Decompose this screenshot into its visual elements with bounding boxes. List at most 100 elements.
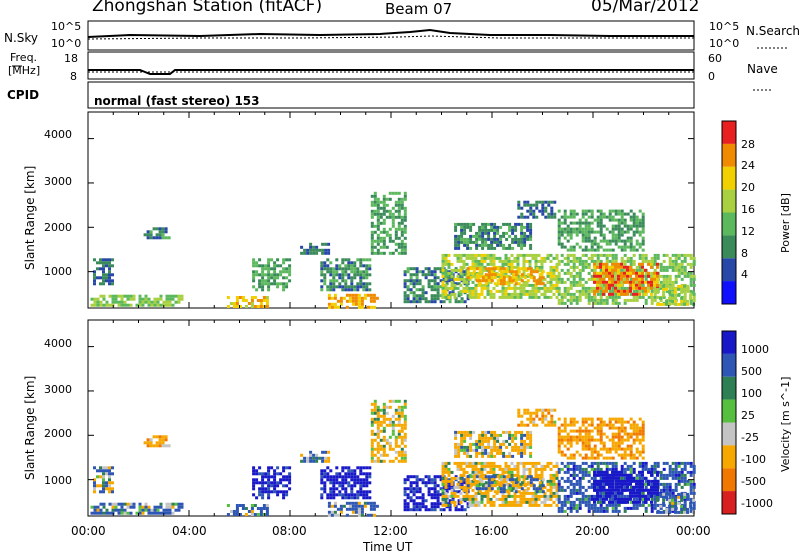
- velocity-cell-region-12: [481, 442, 485, 446]
- power-cell-region-14: [689, 271, 693, 275]
- power-cell-region-16: [629, 236, 633, 240]
- power-cell-region-17: [665, 299, 669, 303]
- power-cell-region-14: [659, 280, 663, 284]
- velocity-cell-region-12: [496, 436, 500, 440]
- power-cell-region-12: [484, 231, 488, 235]
- power-cell-region-8: [373, 245, 377, 249]
- velocity-cell-region-8: [370, 432, 374, 436]
- power-cell-region-10: [543, 256, 547, 260]
- power-cell-region-16: [578, 227, 582, 231]
- power-cell-region-4: [273, 264, 277, 268]
- power-cell-region-16: [581, 221, 585, 225]
- power-cell-region-0: [96, 300, 100, 304]
- power-cell-region-3: [247, 302, 251, 305]
- velocity-cell-region-4: [252, 493, 256, 497]
- power-cell-region-10: [546, 253, 550, 257]
- power-cell-region-14: [680, 259, 684, 263]
- power-cell-region-7: [338, 285, 342, 289]
- velocity-cell-region-11: [526, 487, 530, 491]
- power-cell-region-6: [336, 305, 340, 309]
- power-cell-region-8: [376, 206, 380, 210]
- velocity-cell-region-9: [448, 502, 452, 506]
- velocity-cell-region-15: [599, 485, 602, 489]
- velocity-cell-region-15: [647, 491, 650, 495]
- power-cell-region-14: [674, 280, 678, 284]
- velocity-cell-region-12: [505, 430, 509, 434]
- power-cell-region-10: [549, 277, 553, 281]
- power-cell-region-14: [626, 298, 630, 302]
- power-cell-region-11: [535, 279, 539, 283]
- power-cell-region-15: [644, 280, 647, 284]
- velocity-cell-region-11: [475, 481, 479, 485]
- velocity-cell-region-12: [454, 454, 458, 458]
- velocity-cell-region-12: [487, 451, 491, 455]
- velocity-cell-region-14: [650, 509, 654, 513]
- velocity-cell-region-14: [614, 461, 618, 465]
- velocity-cell-region-15: [605, 479, 608, 483]
- power-cell-region-12: [466, 225, 470, 229]
- velocity-cell-region-14: [692, 500, 696, 504]
- power-cell-region-2: [158, 230, 162, 234]
- velocity-cell-region-2: [152, 435, 156, 439]
- velocity-cell-region-12: [529, 430, 533, 434]
- power-cell-region-8: [382, 194, 386, 198]
- velocity-cell-region-10: [501, 503, 505, 507]
- power-cell-region-10: [543, 277, 547, 281]
- power-cell-region-2: [155, 236, 159, 240]
- power-cell-region-15: [620, 292, 623, 296]
- velocity-cell-region-16: [599, 438, 603, 442]
- power-cell-region-15: [608, 265, 611, 269]
- power-cell-region-15: [626, 274, 629, 278]
- power-cell-region-15: [599, 286, 602, 290]
- power-cell-region-15: [653, 283, 656, 287]
- power-cell-region-16: [629, 239, 633, 243]
- velocity-cell-region-16: [614, 417, 618, 421]
- power-cell-region-9: [415, 282, 419, 286]
- velocity-cell-region-0: [120, 511, 124, 515]
- velocity-cell-region-10: [486, 464, 490, 468]
- power-cell-region-4: [261, 288, 265, 292]
- velocity-cell-region-8: [382, 453, 386, 457]
- power-cell-region-10: [453, 283, 457, 287]
- power-cell-region-8: [376, 233, 380, 237]
- power-cell-region-8: [394, 233, 398, 237]
- power-cell-region-10: [471, 295, 475, 299]
- velocity-cell-region-10: [456, 467, 460, 471]
- velocity-cell-region-9: [439, 478, 443, 482]
- velocity-cell-region-10: [477, 500, 481, 504]
- velocity-cell-region-7: [365, 493, 369, 497]
- power-cell-region-10: [465, 277, 469, 281]
- velocity-cell-region-8: [397, 420, 401, 424]
- velocity-cell-region-2: [155, 441, 159, 445]
- velocity-cell-region-8: [385, 438, 389, 442]
- velocity-cell-region-9: [436, 505, 440, 509]
- velocity-cell-region-7: [326, 493, 330, 497]
- velocity-cell-region-15: [602, 485, 605, 489]
- velocity-cell-region-14: [572, 488, 576, 492]
- velocity-cell-region-10: [528, 497, 532, 501]
- velocity-cell-region-10: [450, 470, 454, 474]
- power-cell-region-16: [602, 248, 606, 252]
- velocity-cell-region-9: [418, 502, 422, 506]
- velocity-cell-region-7: [329, 475, 333, 479]
- power-cell-region-11: [490, 276, 494, 280]
- velocity-cell-region-8: [391, 447, 395, 451]
- velocity-cell-region-1: [102, 478, 105, 482]
- velocity-cell-region-10: [555, 473, 559, 477]
- velocity-cell-region-7: [359, 478, 363, 482]
- velocity-cell-region-15: [644, 500, 647, 504]
- velocity-cell-region-10: [477, 503, 481, 507]
- power-cell-region-8: [373, 197, 377, 201]
- velocity-cell-region-16: [611, 447, 615, 451]
- velocity-cell-region-13: [517, 411, 521, 415]
- velocity-cell-region-1: [105, 487, 108, 491]
- power-cell-region-13: [553, 215, 557, 219]
- velocity-cell-region-12: [526, 436, 530, 440]
- velocity-cell-region-9: [424, 505, 428, 509]
- velocity-cell-region-16: [629, 447, 633, 451]
- power-cell-region-8: [397, 200, 401, 204]
- power-cell-region-1: [108, 270, 111, 274]
- power-cell-region-0: [162, 300, 166, 304]
- velocity-cell-region-6: [348, 504, 352, 508]
- velocity-cell-region-0: [180, 502, 184, 506]
